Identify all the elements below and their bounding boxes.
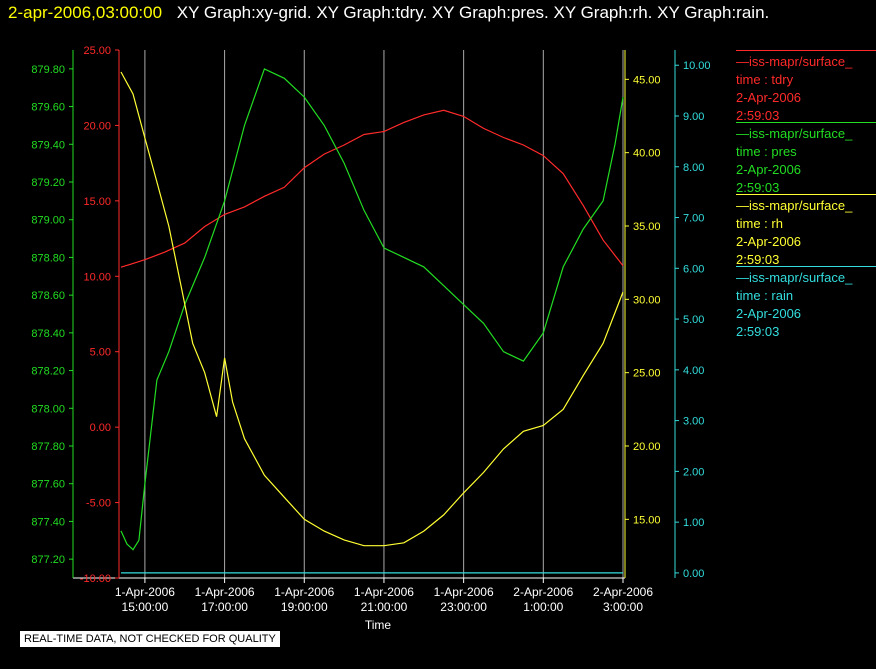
- legend-entry-2: —iss-mapr/surface_ time : rh 2-Apr-2006 2:5…: [736, 194, 876, 269]
- series-lines: [120, 68, 624, 574]
- pres-tick-label-12: 879.60: [31, 102, 65, 114]
- rain-tick-label-9: 9.00: [683, 111, 704, 123]
- tdry-tick-label-7: 25.00: [83, 45, 111, 57]
- rh-tick-label-4: 35.00: [633, 221, 661, 233]
- x-axis-label: Time: [365, 618, 392, 632]
- legend-date: 2-Apr-2006: [736, 306, 802, 321]
- x-tick-time-2: 19:00:00: [281, 600, 328, 614]
- pres-tick-label-5: 878.20: [31, 366, 65, 378]
- legend-source: —iss-mapr/surface_: [736, 194, 876, 215]
- x-tick-date-0: 1-Apr-2006: [115, 585, 175, 599]
- rain-tick-label-8: 8.00: [683, 162, 704, 174]
- rh-tick-label-1: 20.00: [633, 441, 661, 453]
- legend-var: time : pres: [736, 144, 797, 159]
- quality-note: REAL-TIME DATA, NOT CHECKED FOR QUALITY: [20, 631, 280, 647]
- x-tick-date-2: 1-Apr-2006: [274, 585, 334, 599]
- legend-var: time : rain: [736, 288, 794, 303]
- pres-tick-label-4: 878.00: [31, 403, 65, 415]
- pres-tick-label-3: 877.80: [31, 441, 65, 453]
- pres-tick-label-0: 877.20: [31, 554, 65, 566]
- x-tick-date-3: 1-Apr-2006: [354, 585, 414, 599]
- rain-tick-label-3: 3.00: [683, 416, 704, 428]
- legend-time: 2:59:03: [736, 180, 780, 195]
- tdry-tick-label-0: -10.00: [80, 573, 111, 585]
- grid-lines: [144, 50, 624, 578]
- tdry-tick-label-5: 15.00: [83, 196, 111, 208]
- x-tick-time-0: 15:00:00: [122, 600, 169, 614]
- legend-var: time : tdry: [736, 72, 794, 87]
- legend-source: —iss-mapr/surface_: [736, 266, 876, 287]
- legend-time: 2:59:03: [736, 108, 780, 123]
- tdry-tick-label-2: 0.00: [90, 422, 111, 434]
- legend-entry-3: —iss-mapr/surface_ time : rain 2-Apr-2006 2…: [736, 266, 876, 341]
- rh-tick-label-5: 40.00: [633, 148, 661, 160]
- pres-tick-label-7: 878.60: [31, 290, 65, 302]
- pres-tick-label-1: 877.40: [31, 516, 65, 528]
- rain-tick-label-1: 1.00: [683, 517, 704, 529]
- rh-tick-label-2: 25.00: [633, 368, 661, 380]
- x-tick-date-4: 1-Apr-2006: [434, 585, 494, 599]
- graph-titles: XY Graph:xy-grid. XY Graph:tdry. XY Grap…: [176, 3, 770, 22]
- rh-tick-label-0: 15.00: [633, 514, 661, 526]
- pres-tick-label-10: 879.20: [31, 177, 65, 189]
- series-rh: [120, 71, 624, 547]
- axes: [69, 49, 679, 583]
- legend-source: —iss-mapr/surface_: [736, 50, 876, 71]
- rh-tick-label-3: 30.00: [633, 294, 661, 306]
- x-tick-date-5: 2-Apr-2006: [513, 585, 573, 599]
- x-tick-time-3: 21:00:00: [361, 600, 408, 614]
- tdry-tick-label-4: 10.00: [83, 271, 111, 283]
- legend-date: 2-Apr-2006: [736, 90, 802, 105]
- legend-entry-0: —iss-mapr/surface_ time : tdry 2-Apr-2006 2…: [736, 50, 876, 125]
- timestamp: 2-apr-2006,03:00:00: [8, 3, 163, 22]
- x-tick-time-5: 1:00:00: [523, 600, 563, 614]
- legend-time: 2:59:03: [736, 324, 780, 339]
- rain-tick-label-10: 10.00: [683, 60, 711, 72]
- tdry-tick-label-3: 5.00: [90, 347, 111, 359]
- pres-tick-label-2: 877.60: [31, 479, 65, 491]
- legend-var: time : rh: [736, 216, 783, 231]
- legend-date: 2-Apr-2006: [736, 162, 802, 177]
- rain-tick-label-2: 2.00: [683, 466, 704, 478]
- header: 2-apr-2006,03:00:00 XY Graph:xy-grid. XY…: [8, 3, 769, 23]
- pres-tick-label-6: 878.40: [31, 328, 65, 340]
- rain-tick-label-0: 0.00: [683, 568, 704, 580]
- pres-tick-label-11: 879.40: [31, 139, 65, 151]
- pres-tick-label-9: 879.00: [31, 215, 65, 227]
- pres-tick-label-13: 879.80: [31, 64, 65, 76]
- series-tdry: [120, 109, 624, 268]
- pres-tick-label-8: 878.80: [31, 252, 65, 264]
- x-tick-time-4: 23:00:00: [440, 600, 487, 614]
- legend-entry-1: —iss-mapr/surface_ time : pres 2-Apr-2006 2…: [736, 122, 876, 197]
- legend-time: 2:59:03: [736, 252, 780, 267]
- x-tick-date-1: 1-Apr-2006: [195, 585, 255, 599]
- rain-tick-label-7: 7.00: [683, 213, 704, 225]
- tdry-tick-label-1: -5.00: [86, 498, 111, 510]
- legend-date: 2-Apr-2006: [736, 234, 802, 249]
- rain-tick-label-5: 5.00: [683, 314, 704, 326]
- x-tick-date-6: 2-Apr-2006: [593, 585, 653, 599]
- legend-source: —iss-mapr/surface_: [736, 122, 876, 143]
- tdry-tick-label-6: 20.00: [83, 120, 111, 132]
- series-pres: [120, 68, 624, 551]
- rain-tick-label-4: 4.00: [683, 365, 704, 377]
- rain-tick-label-6: 6.00: [683, 263, 704, 275]
- x-tick-time-6: 3:00:00: [603, 600, 643, 614]
- rh-tick-label-6: 45.00: [633, 74, 661, 86]
- x-tick-time-1: 17:00:00: [201, 600, 248, 614]
- tick-labels: 1-Apr-200615:00:001-Apr-200617:00:001-Ap…: [31, 45, 710, 614]
